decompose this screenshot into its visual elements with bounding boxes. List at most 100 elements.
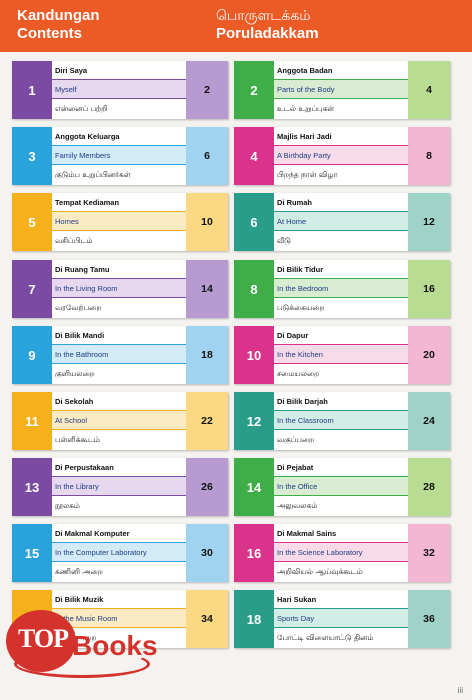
contents-entry[interactable]: 11 Di Sekolah At School பள்ளிக்கூடம் 22 — [12, 392, 228, 450]
entry-number: 8 — [234, 260, 274, 318]
entry-number: 13 — [12, 458, 52, 516]
contents-entry[interactable]: 9 Di Bilik Mandi In the Bathroom குளியலறை 18 — [12, 326, 228, 384]
contents-entry[interactable]: 15 Di Makmal Komputer In the Computer Labo… — [12, 524, 228, 582]
entry-tamil-title: குளியலறை — [52, 364, 186, 383]
entry-tamil-title: வரவேற்பறை — [52, 298, 186, 317]
entry-english-title: In the Bedroom — [274, 279, 408, 298]
entry-tamil-title: வகுப்பறை — [274, 430, 408, 449]
entry-number: 1 — [12, 61, 52, 119]
entry-titles: Di Ruang Tamu In the Living Room வரவேற்பறை — [52, 260, 186, 318]
entry-malay-title: Anggota Badan — [274, 61, 408, 80]
entry-page-number: 10 — [186, 193, 228, 251]
entry-english-title: In the Music Room — [52, 609, 186, 628]
entry-page-number: 20 — [408, 326, 450, 384]
contents-entry[interactable]: 8 Di Bilik Tidur In the Bedroom படுக்கையறை 1… — [234, 260, 450, 318]
entry-tamil-title: குடும்ப உறுப்பினர்கள் — [52, 165, 186, 184]
header-title-left: Kandungan Contents — [17, 7, 100, 43]
contents-entry[interactable]: 14 Di Pejabat In the Office அலுவலகம் 28 — [234, 458, 450, 516]
entry-titles: Di Makmal Komputer In the Computer Labora… — [52, 524, 186, 582]
contents-entry[interactable]: 7 Di Ruang Tamu In the Living Room வரவேற்பற… — [12, 260, 228, 318]
contents-entry[interactable]: 10 Di Dapur In the Kitchen சமையலறை 20 — [234, 326, 450, 384]
entry-number: 11 — [12, 392, 52, 450]
entry-english-title: Family Members — [52, 146, 186, 165]
entry-english-title: In the Bathroom — [52, 345, 186, 364]
entry-titles: Di Bilik Tidur In the Bedroom படுக்கையறை — [274, 260, 408, 318]
entry-titles: Tempat Kediaman Homes வசிப்பிடம் — [52, 193, 186, 251]
contents-entry[interactable]: 16 Di Makmal Sains In the Science Laborato… — [234, 524, 450, 582]
entry-page-number: 34 — [186, 590, 228, 648]
contents-entry[interactable]: 3 Anggota Keluarga Family Members குடும்ப உ… — [12, 127, 228, 185]
entry-malay-title: Di Pejabat — [274, 458, 408, 477]
contents-entry[interactable]: 12 Di Bilik Darjah In the Classroom வகுப்பற… — [234, 392, 450, 450]
entry-titles: Anggota Keluarga Family Members குடும்ப உற… — [52, 127, 186, 185]
entry-english-title: At Home — [274, 212, 408, 231]
entry-tamil-title: அறிவியல் ஆய்வுக்கூடம் — [274, 562, 408, 581]
header-tamil-title: பொருளடக்கம் — [216, 8, 311, 24]
entry-number: 18 — [234, 590, 274, 648]
entry-english-title: In the Office — [274, 477, 408, 496]
logo-ring — [14, 650, 150, 678]
entry-titles: Di Bilik Mandi In the Bathroom குளியலறை — [52, 326, 186, 384]
contents-entry[interactable]: 18 Hari Sukan Sports Day போட்டி விளையாட்டு … — [234, 590, 450, 648]
entry-malay-title: Tempat Kediaman — [52, 193, 186, 212]
entry-page-number: 22 — [186, 392, 228, 450]
entry-page-number: 12 — [408, 193, 450, 251]
contents-entry[interactable]: 5 Tempat Kediaman Homes வசிப்பிடம் 10 — [12, 193, 228, 251]
entry-english-title: In the Living Room — [52, 279, 186, 298]
entry-titles: Hari Sukan Sports Day போட்டி விளையாட்டு தி… — [274, 590, 408, 648]
contents-entry[interactable]: 4 Majlis Hari Jadi A Birthday Party பிறந்த … — [234, 127, 450, 185]
entry-english-title: In the Kitchen — [274, 345, 408, 364]
entry-english-title: At School — [52, 411, 186, 430]
entry-number: 2 — [234, 61, 274, 119]
entry-titles: Majlis Hari Jadi A Birthday Party பிறந்த ந… — [274, 127, 408, 185]
entry-page-number: 8 — [408, 127, 450, 185]
entry-titles: Di Sekolah At School பள்ளிக்கூடம் — [52, 392, 186, 450]
entry-malay-title: Di Dapur — [274, 326, 408, 345]
entry-titles: Di Rumah At Home வீடு — [274, 193, 408, 251]
entry-english-title: Myself — [52, 80, 186, 99]
entry-number: 7 — [12, 260, 52, 318]
entry-page-number: 2 — [186, 61, 228, 119]
entry-titles: Di Bilik Darjah In the Classroom வகுப்பறை — [274, 392, 408, 450]
entry-page-number: 30 — [186, 524, 228, 582]
entry-page-number: 6 — [186, 127, 228, 185]
entry-malay-title: Di Bilik Darjah — [274, 392, 408, 411]
header-kandungan: Kandungan — [17, 7, 100, 24]
entry-titles: Di Dapur In the Kitchen சமையலறை — [274, 326, 408, 384]
contents-entry[interactable]: 2 Anggota Badan Parts of the Body உடல் உறுப… — [234, 61, 450, 119]
entry-english-title: In the Library — [52, 477, 186, 496]
entry-english-title: In the Science Laboratory — [274, 543, 408, 562]
entry-number: 6 — [234, 193, 274, 251]
entry-english-title: Parts of the Body — [274, 80, 408, 99]
logo-text-books: Books — [72, 630, 158, 661]
entry-tamil-title: பிறந்த நாள் விழா — [274, 165, 408, 184]
contents-entry[interactable]: 1 Diri Saya Myself என்னைப் பற்றி 2 — [12, 61, 228, 119]
entry-english-title: A Birthday Party — [274, 146, 408, 165]
entry-english-title: In the Computer Laboratory — [52, 543, 186, 562]
contents-entry[interactable]: 13 Di Perpustakaan In the Library நூலகம் 26 — [12, 458, 228, 516]
entry-page-number: 4 — [408, 61, 450, 119]
entry-english-title: In the Classroom — [274, 411, 408, 430]
header-title-right: பொருளடக்கம் Poruladakkam — [216, 7, 319, 43]
entry-malay-title: Di Perpustakaan — [52, 458, 186, 477]
entry-malay-title: Di Sekolah — [52, 392, 186, 411]
entry-tamil-title: நூலகம் — [52, 496, 186, 515]
entry-number: 9 — [12, 326, 52, 384]
entry-tamil-title: உடல் உறுப்புகள் — [274, 99, 408, 118]
logo-text-top: TOP — [18, 624, 69, 653]
entry-tamil-title: போட்டி விளையாட்டு தினம் — [274, 628, 408, 647]
entry-malay-title: Hari Sukan — [274, 590, 408, 609]
entry-english-title: Homes — [52, 212, 186, 231]
entry-tamil-title: அலுவலகம் — [274, 496, 408, 515]
entry-english-title: Sports Day — [274, 609, 408, 628]
entry-malay-title: Majlis Hari Jadi — [274, 127, 408, 146]
contents-entry[interactable]: 6 Di Rumah At Home வீடு 12 — [234, 193, 450, 251]
entry-malay-title: Di Ruang Tamu — [52, 260, 186, 279]
entry-titles: Di Pejabat In the Office அலுவலகம் — [274, 458, 408, 516]
page-header: Kandungan Contents பொருளடக்கம் Poruladak… — [0, 0, 472, 52]
entry-tamil-title: சமையலறை — [274, 364, 408, 383]
entry-malay-title: Diri Saya — [52, 61, 186, 80]
entry-tamil-title: என்னைப் பற்றி — [52, 99, 186, 118]
entry-number: 16 — [234, 524, 274, 582]
